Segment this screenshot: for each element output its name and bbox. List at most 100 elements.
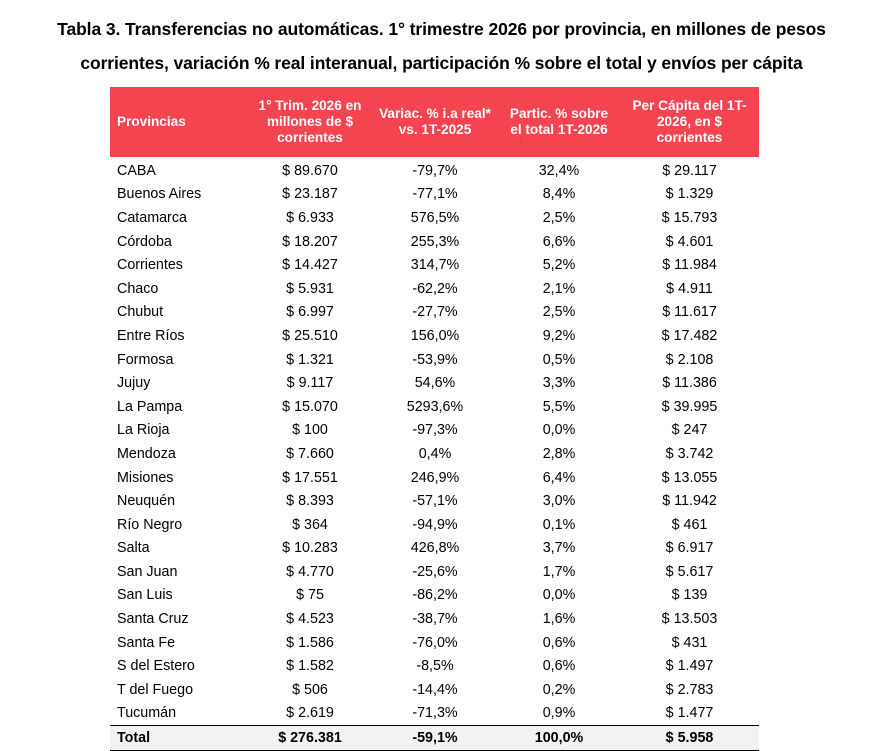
province-name: Jujuy [117,375,151,392]
table-row: T del Fuego $ 506 -14,4% 0,2% $ 2.783 [110,678,759,702]
per-capita-cell: $ 11.617 [662,304,717,321]
table-row: Neuquén $ 8.393 -57,1% 3,0% $ 11.942 [110,489,759,513]
amount-cell: $ 1.582 [286,658,334,675]
share-cell: 0,2% [542,681,576,698]
province-name: Santa Cruz [117,611,189,628]
total-share: 100,0% [498,725,620,751]
variation-cell: -62,2% [412,280,458,297]
share-cell: 0,1% [542,516,576,533]
per-capita-cell: $ 247 [671,422,708,439]
share-cell: 3,0% [542,493,576,510]
share-cell: 1,7% [542,563,576,580]
amount-cell: $ 2.619 [286,705,334,722]
per-capita-cell: $ 461 [671,516,708,533]
variation-cell: 426,8% [410,540,460,557]
table-header: Provincias 1° Trim. 2026 en millones de … [110,87,759,157]
share-cell: 2,5% [542,209,576,226]
amount-cell: $ 1.321 [286,351,334,368]
share-cell: 8,4% [542,186,576,203]
variation-cell: -53,9% [412,351,458,368]
amount-cell: $ 364 [292,516,328,533]
share-cell: 0,9% [542,705,576,722]
per-capita-cell: $ 13.055 [661,469,718,486]
per-capita-cell: $ 4.601 [665,233,714,250]
province-name: Formosa [117,351,174,368]
amount-cell: $ 15.070 [282,398,338,415]
per-capita-cell: $ 17.482 [661,327,718,344]
province-name: San Juan [117,563,178,580]
share-cell: 0,6% [542,634,576,651]
share-cell: 32,4% [538,162,580,179]
table-row: Entre Ríos $ 25.510 156,0% 9,2% $ 17.482 [110,324,759,348]
amount-cell: $ 506 [292,681,328,698]
province-name: Río Negro [117,516,183,533]
table-row: San Juan $ 4.770 -25,6% 1,7% $ 5.617 [110,560,759,584]
per-capita-cell: $ 2.783 [665,681,714,698]
variation-cell: -86,2% [412,587,458,604]
per-capita-cell: $ 13.503 [661,611,718,628]
table-footer: Total $ 276.381 -59,1% 100,0% $ 5.958 [110,725,759,751]
per-capita-cell: $ 1.497 [665,658,714,675]
variation-cell: 314,7% [410,257,460,274]
header-participacion: Partic. % sobre el total 1T-2026 [498,87,620,157]
table-row: San Luis $ 75 -86,2% 0,0% $ 139 [110,584,759,608]
per-capita-cell: $ 1.477 [665,705,714,722]
province-name: Tucumán [117,705,177,722]
variation-cell: -38,7% [412,611,458,628]
variation-cell: -77,1% [412,186,458,203]
header-variacion: Variac. % i.a real* vs. 1T-2025 [372,87,498,157]
header-provincias: Provincias [110,87,248,157]
variation-cell: -14,4% [412,681,458,698]
share-cell: 3,7% [542,540,576,557]
province-name: La Pampa [117,398,183,415]
per-capita-cell: $ 15.793 [661,209,718,226]
table-row: Buenos Aires $ 23.187 -77,1% 8,4% $ 1.329 [110,183,759,207]
variation-cell: -97,3% [412,422,458,439]
table-row: La Rioja $ 100 -97,3% 0,0% $ 247 [110,419,759,443]
amount-cell: $ 100 [292,422,328,439]
table-row: Río Negro $ 364 -94,9% 0,1% $ 461 [110,513,759,537]
table-body: CABA $ 89.670 -79,7% 32,4% $ 29.117 Buenos Ai… [110,157,759,726]
amount-cell: $ 10.283 [282,540,338,557]
province-name: Misiones [117,469,174,486]
amount-cell: $ 4.523 [286,611,334,628]
total-label: Total [110,725,248,751]
amount-cell: $ 5.931 [286,280,334,297]
per-capita-cell: $ 6.917 [665,540,714,557]
header-trim-2026: 1° Trim. 2026 en millones de $ corriente… [248,87,372,157]
amount-cell: $ 18.207 [282,233,338,250]
table-row: La Pampa $ 15.070 5293,6% 5,5% $ 39.995 [110,395,759,419]
share-cell: 5,2% [542,257,576,274]
share-cell: 0,0% [542,422,576,439]
table-row: Formosa $ 1.321 -53,9% 0,5% $ 2.108 [110,348,759,372]
table-row: Chubut $ 6.997 -27,7% 2,5% $ 11.617 [110,301,759,325]
share-cell: 0,0% [542,587,576,604]
amount-cell: $ 8.393 [286,493,334,510]
per-capita-cell: $ 2.108 [665,351,714,368]
variation-cell: 255,3% [410,233,460,250]
table-title-line-2: corrientes, variación % real interanual,… [80,53,803,73]
variation-cell: 5293,6% [406,398,464,415]
share-cell: 1,6% [542,611,576,628]
share-cell: 0,6% [542,658,576,675]
variation-cell: -94,9% [412,516,458,533]
per-capita-cell: $ 3.742 [665,445,714,462]
province-name: Corrientes [117,257,183,274]
province-name: Neuquén [117,493,176,510]
total-amount: $ 276.381 [248,725,372,751]
province-name: Chaco [117,280,159,297]
per-capita-cell: $ 11.942 [662,493,717,510]
province-name: Buenos Aires [117,186,202,203]
total-variation: -59,1% [372,725,498,751]
share-cell: 2,8% [542,445,576,462]
amount-cell: $ 9.117 [286,375,334,392]
amount-cell: $ 17.551 [282,469,338,486]
per-capita-cell: $ 5.617 [665,563,714,580]
share-cell: 0,5% [542,351,576,368]
share-cell: 2,5% [542,304,576,321]
per-capita-cell: $ 39.995 [661,398,718,415]
table-row: Corrientes $ 14.427 314,7% 5,2% $ 11.984 [110,253,759,277]
variation-cell: -25,6% [412,563,458,580]
province-name: S del Estero [117,658,195,675]
table-row: Misiones $ 17.551 246,9% 6,4% $ 13.055 [110,466,759,490]
